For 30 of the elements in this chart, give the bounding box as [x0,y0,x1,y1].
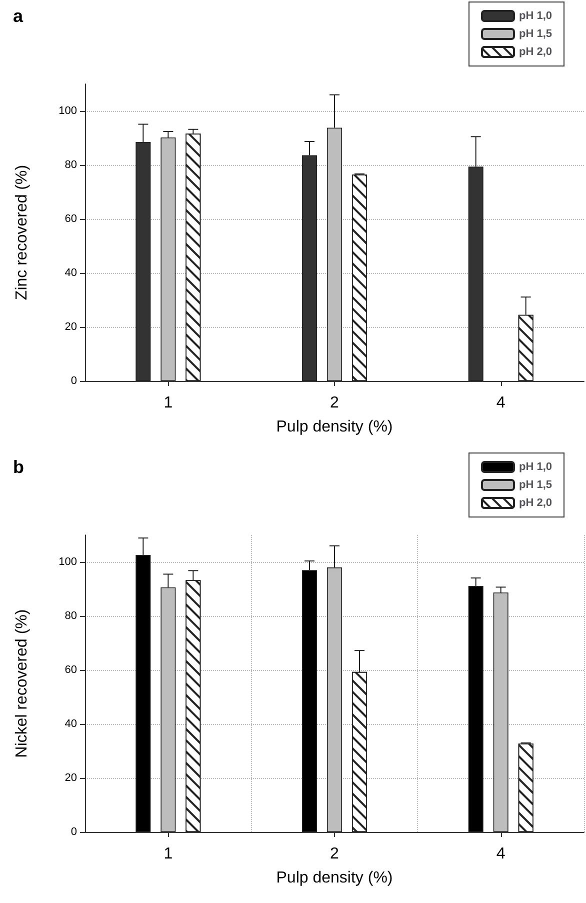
y-tick-label: 0 [70,826,77,838]
y-tick-label: 60 [64,213,77,225]
y-tick-label: 40 [64,267,77,279]
legend-label: pH 2,0 [518,497,552,509]
x-tick-label: 1 [164,846,173,862]
y-tick-label: 100 [58,556,77,568]
y-tick-label: 80 [64,610,77,622]
x-tick-label: 1 [164,394,173,412]
x-axis-title: Pulp density (%) [276,870,393,886]
x-tick-label: 2 [330,394,340,412]
y-tick-label: 100 [58,105,77,117]
x-tick-label: 4 [496,394,506,412]
y-tick-label: 0 [70,375,77,387]
chart-title: b [13,457,24,477]
y-tick-label: 20 [64,772,77,784]
y-axis-title: Nickel recovered (%) [14,609,30,758]
chart-title: a [13,6,24,26]
legend-label: pH 2,0 [518,46,552,58]
x-tick-label: 4 [496,846,506,862]
legend-label: pH 1,0 [518,461,552,473]
y-tick-label: 80 [64,159,77,171]
legend-label: pH 1,5 [518,28,552,40]
legend-label: pH 1,5 [518,479,552,491]
x-tick-label: 2 [330,846,340,862]
y-axis-title: Zinc recovered (%) [14,164,30,300]
y-tick-label: 60 [64,664,77,676]
legend-label: pH 1,0 [518,10,552,22]
y-tick-label: 20 [64,321,77,333]
x-axis-title: Pulp density (%) [276,418,393,436]
y-tick-label: 40 [64,718,77,730]
